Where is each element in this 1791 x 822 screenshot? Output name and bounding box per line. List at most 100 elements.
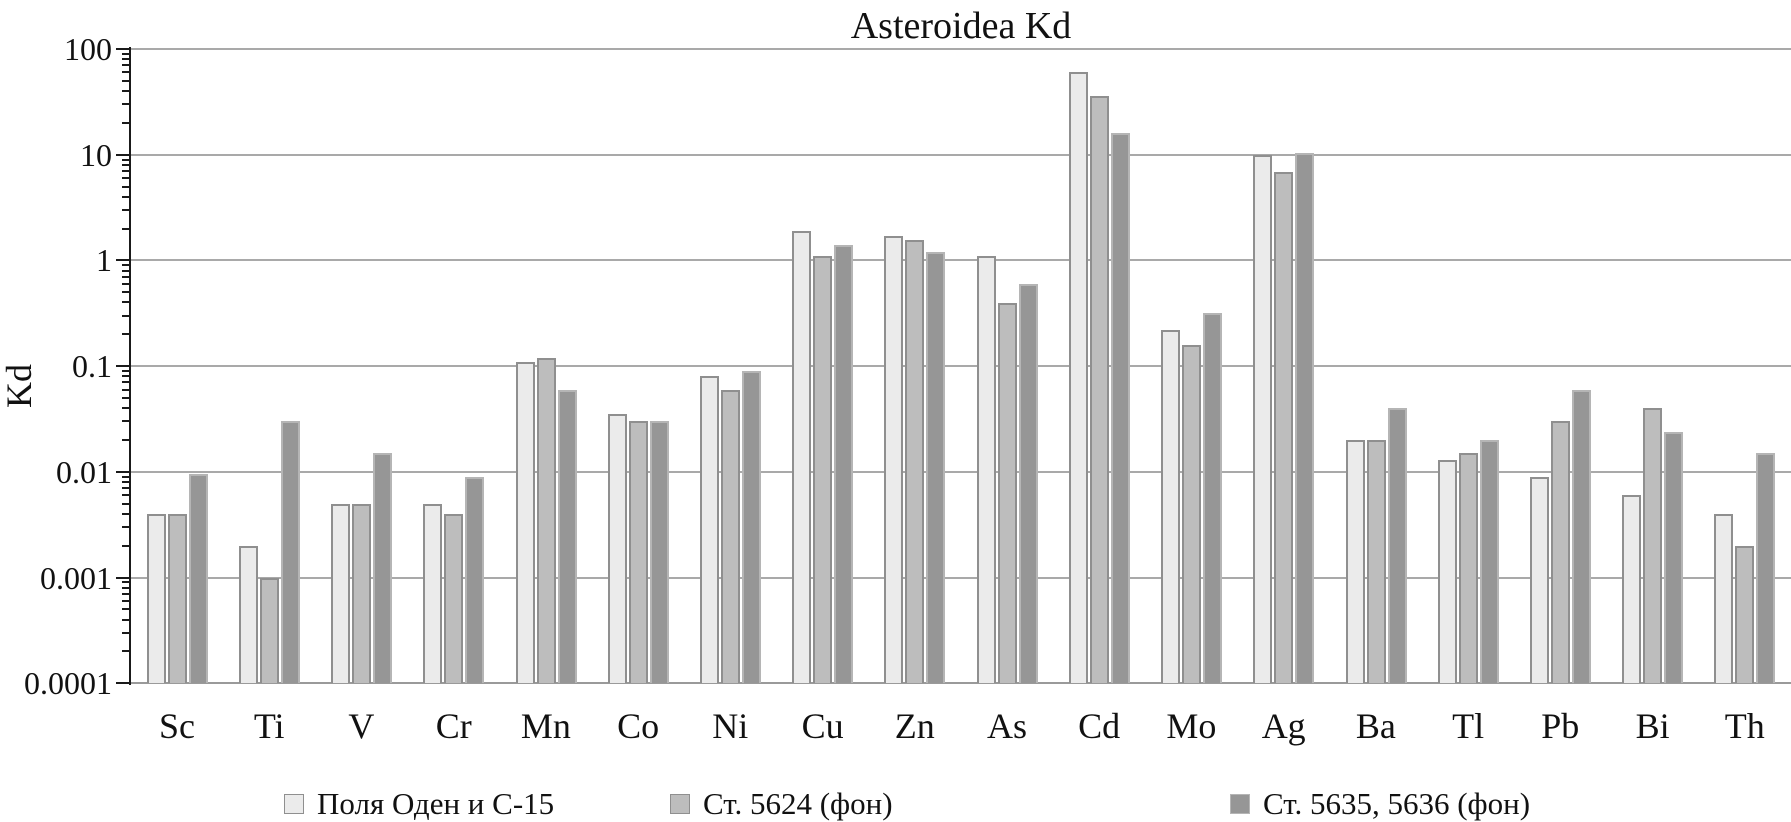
bar-Cr-series1 <box>423 503 443 684</box>
y-minor-tick <box>122 526 131 529</box>
bar-Zn-series3 <box>926 252 946 684</box>
bar-Co-series1 <box>607 414 627 684</box>
x-tick-label-Mn: Mn <box>520 706 571 747</box>
bar-Zn-series2 <box>905 240 925 684</box>
y-major-tick <box>116 48 131 50</box>
y-tick-label: 1 <box>96 242 112 279</box>
y-minor-tick <box>122 544 131 547</box>
legend-label: Поля Оден и С-15 <box>317 786 555 821</box>
y-minor-tick <box>122 301 131 304</box>
legend-swatch-series2 <box>670 794 690 814</box>
bar-Th-series3 <box>1756 453 1776 684</box>
y-minor-tick <box>122 381 131 384</box>
bar-Mo-series3 <box>1203 312 1223 684</box>
bar-Ni-series1 <box>699 376 719 684</box>
y-minor-tick <box>122 581 131 584</box>
y-major-tick <box>116 470 131 473</box>
y-minor-tick <box>122 481 131 484</box>
y-minor-tick <box>122 90 131 93</box>
bar-Ti-series3 <box>280 421 300 684</box>
gridline <box>131 259 1791 262</box>
y-minor-tick <box>122 52 131 55</box>
y-major-tick <box>116 259 131 262</box>
y-minor-tick <box>122 631 131 634</box>
x-tick-label-Ag: Ag <box>1261 706 1306 747</box>
bar-V-series1 <box>331 503 351 684</box>
y-minor-tick <box>122 618 131 621</box>
y-minor-tick <box>122 438 131 441</box>
y-minor-tick <box>122 388 131 391</box>
y-major-tick <box>116 365 131 368</box>
y-minor-tick <box>122 314 131 317</box>
bar-Ba-series3 <box>1387 408 1407 684</box>
y-minor-tick <box>122 396 131 399</box>
y-minor-tick <box>122 420 131 423</box>
bar-Ba-series2 <box>1366 440 1386 684</box>
y-minor-tick <box>122 79 131 82</box>
y-tick-label: 0.0001 <box>24 665 112 702</box>
bar-Th-series2 <box>1735 545 1755 684</box>
y-minor-tick <box>122 512 131 515</box>
bar-Ni-series2 <box>720 389 740 684</box>
x-tick-label-Tl: Tl <box>1452 706 1485 747</box>
bar-Mn-series3 <box>557 389 577 684</box>
y-major-tick <box>116 576 131 579</box>
y-minor-tick <box>122 487 131 490</box>
bar-Bi-series3 <box>1664 431 1684 684</box>
bar-Ti-series1 <box>238 545 258 684</box>
gridline <box>131 576 1791 579</box>
x-tick-label-Ba: Ba <box>1355 706 1396 747</box>
bar-Ag-series3 <box>1295 152 1315 684</box>
y-minor-tick <box>122 592 131 595</box>
bar-Bi-series1 <box>1622 495 1642 684</box>
y-minor-tick <box>122 71 131 74</box>
y-minor-tick <box>122 269 131 272</box>
y-minor-tick <box>122 58 131 61</box>
bar-Tl-series2 <box>1458 453 1478 684</box>
y-minor-tick <box>122 227 131 230</box>
legend-entry: Ст. 5624 (фон) <box>670 786 893 822</box>
bar-Cr-series2 <box>444 513 464 684</box>
bar-Cd-series3 <box>1110 133 1130 684</box>
x-tick-label-V: V <box>348 706 375 747</box>
bar-Mn-series1 <box>515 361 535 684</box>
bar-As-series3 <box>1018 283 1038 684</box>
x-tick-label-Bi: Bi <box>1635 706 1670 747</box>
legend-label: Ст. 5624 (фон) <box>703 786 893 821</box>
x-tick-label-Pb: Pb <box>1541 706 1580 747</box>
bar-Zn-series1 <box>884 236 904 684</box>
y-minor-tick <box>122 275 131 278</box>
bar-Ag-series1 <box>1253 154 1273 684</box>
bar-Co-series2 <box>628 421 648 684</box>
gridline <box>131 153 1791 156</box>
y-minor-tick <box>122 282 131 285</box>
bar-Pb-series3 <box>1571 389 1591 684</box>
x-tick-label-Mo: Mo <box>1166 706 1217 747</box>
x-tick-label-Cr: Cr <box>435 706 472 747</box>
bar-Cu-series2 <box>813 256 833 684</box>
x-tick-label-Ti: Ti <box>253 706 285 747</box>
bar-Ni-series3 <box>741 370 761 684</box>
bar-Cr-series3 <box>465 476 485 684</box>
y-minor-tick <box>122 158 131 161</box>
bar-V-series3 <box>373 453 393 684</box>
bar-Sc-series1 <box>146 513 166 684</box>
y-minor-tick <box>122 375 131 378</box>
bar-Cd-series1 <box>1068 72 1088 684</box>
x-tick-label-Th: Th <box>1724 706 1765 747</box>
bar-As-series1 <box>976 256 996 684</box>
y-minor-tick <box>122 121 131 124</box>
bar-V-series2 <box>352 503 372 684</box>
y-minor-tick <box>122 333 131 336</box>
y-major-tick <box>116 682 131 685</box>
bar-Pb-series2 <box>1550 421 1570 684</box>
y-minor-tick <box>122 608 131 611</box>
x-tick-label-Co: Co <box>617 706 660 747</box>
legend-entry: Ст. 5635, 5636 (фон) <box>1230 786 1530 822</box>
legend-label: Ст. 5635, 5636 (фон) <box>1263 786 1531 821</box>
bar-Ag-series2 <box>1274 172 1294 684</box>
x-tick-label-Ni: Ni <box>712 706 749 747</box>
chart-title: Asteroidea Kd <box>850 5 1072 47</box>
legend-entry: Поля Оден и С-15 <box>284 786 554 822</box>
